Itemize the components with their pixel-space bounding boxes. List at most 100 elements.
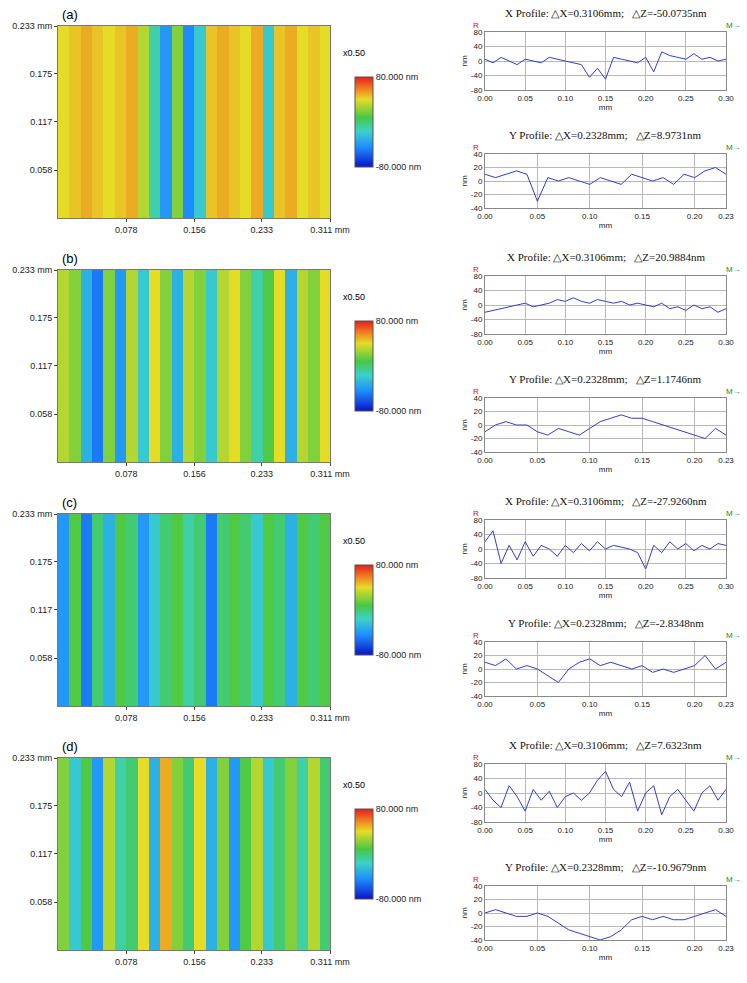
svg-text:0.156: 0.156 [183,225,206,235]
svg-text:Y Profile: △X=0.2328mm; △Z=-: Y Profile: △X=0.2328mm; △Z=-2.8348nm [508,617,704,629]
svg-text:M→: M→ [726,631,741,640]
svg-text:-20: -20 [471,922,483,931]
svg-text:0.20: 0.20 [638,338,654,347]
svg-text:0.233 mm: 0.233 mm [12,265,52,275]
svg-text:-80: -80 [471,86,483,95]
svg-text:M→: M→ [726,875,741,884]
svg-text:0.10: 0.10 [558,826,574,835]
svg-text:0.15: 0.15 [598,826,614,835]
svg-text:0.156: 0.156 [183,957,206,967]
svg-text:20: 20 [473,163,482,172]
svg-text:20: 20 [473,895,482,904]
svg-text:0.20: 0.20 [687,944,703,953]
svg-text:40: 40 [473,42,482,51]
svg-text:0.05: 0.05 [530,700,546,709]
svg-text:0.078: 0.078 [115,713,138,723]
svg-text:mm: mm [599,953,613,962]
svg-text:M→: M→ [726,509,741,518]
svg-text:40: 40 [473,530,482,539]
svg-text:0.15: 0.15 [634,700,650,709]
svg-text:40: 40 [473,150,482,159]
svg-text:0.30: 0.30 [718,94,734,103]
svg-text:0.20: 0.20 [687,456,703,465]
svg-text:M→: M→ [726,143,741,152]
svg-text:mm: mm [599,221,613,230]
svg-text:0.00: 0.00 [477,212,493,221]
svg-text:0.058: 0.058 [30,165,53,175]
svg-text:nm: nm [460,175,469,186]
svg-text:0.233 mm: 0.233 mm [12,509,52,519]
svg-text:0.058: 0.058 [30,897,53,907]
svg-text:(d): (d) [62,739,78,754]
svg-text:x0.50: x0.50 [343,780,365,790]
svg-text:0.00: 0.00 [477,826,493,835]
svg-text:-20: -20 [471,678,483,687]
svg-text:-20: -20 [471,434,483,443]
svg-text:0.20: 0.20 [687,212,703,221]
svg-text:80: 80 [473,760,482,769]
svg-text:80: 80 [473,272,482,281]
svg-text:0.117: 0.117 [30,849,52,859]
svg-text:nm: nm [460,787,469,798]
svg-text:0.10: 0.10 [582,212,598,221]
svg-text:0.30: 0.30 [718,826,734,835]
svg-text:0: 0 [478,665,483,674]
svg-text:0.15: 0.15 [634,944,650,953]
svg-text:X Profile: △X=0.3106mm; △Z=-: X Profile: △X=0.3106mm; △Z=-27.9260nm [505,495,707,507]
svg-text:0.15: 0.15 [598,582,614,591]
svg-text:80.000 nm: 80.000 nm [376,316,419,326]
svg-text:-80.000 nm: -80.000 nm [376,650,422,660]
svg-text:0.25: 0.25 [678,582,694,591]
svg-text:0.15: 0.15 [598,338,614,347]
svg-text:80: 80 [473,28,482,37]
svg-text:0.117: 0.117 [30,361,52,371]
svg-text:0.25: 0.25 [678,94,694,103]
svg-text:M→: M→ [726,387,741,396]
svg-text:0.233 mm: 0.233 mm [12,21,52,31]
svg-text:nm: nm [460,663,469,674]
svg-text:x0.50: x0.50 [343,536,365,546]
svg-text:Y Profile: △X=0.2328mm; △Z=1: Y Profile: △X=0.2328mm; △Z=1.1746nm [509,373,702,385]
svg-text:M→: M→ [726,265,741,274]
svg-text:0.15: 0.15 [634,456,650,465]
svg-text:0.058: 0.058 [30,409,53,419]
svg-text:M→: M→ [726,753,741,762]
svg-text:0: 0 [478,57,483,66]
svg-text:0.311 mm: 0.311 mm [310,713,349,723]
svg-text:X Profile: △X=0.3106mm; △Z=2: X Profile: △X=0.3106mm; △Z=20.9884nm [507,251,705,263]
svg-text:0.15: 0.15 [598,94,614,103]
svg-text:mm: mm [599,835,613,844]
svg-text:0: 0 [478,177,483,186]
svg-text:(a): (a) [62,7,78,22]
svg-text:0.30: 0.30 [718,338,734,347]
svg-text:nm: nm [460,299,469,310]
svg-text:0.078: 0.078 [115,469,138,479]
svg-text:0.078: 0.078 [115,957,138,967]
svg-text:mm: mm [599,465,613,474]
svg-text:0: 0 [478,789,483,798]
svg-text:0.233 mm: 0.233 mm [12,753,52,763]
svg-text:-40: -40 [471,803,483,812]
svg-text:20: 20 [473,651,482,660]
svg-text:0.05: 0.05 [517,826,533,835]
svg-text:0.10: 0.10 [558,94,574,103]
svg-text:mm: mm [599,347,613,356]
svg-text:40: 40 [473,394,482,403]
svg-text:40: 40 [473,882,482,891]
svg-text:0.10: 0.10 [558,582,574,591]
svg-text:0.00: 0.00 [477,582,493,591]
svg-text:-40: -40 [471,71,483,80]
svg-text:M→: M→ [726,21,741,30]
svg-text:0.23: 0.23 [718,944,734,953]
svg-text:40: 40 [473,638,482,647]
svg-text:80.000 nm: 80.000 nm [376,560,419,570]
svg-text:0.20: 0.20 [638,94,654,103]
svg-text:R: R [473,21,479,30]
svg-text:nm: nm [460,907,469,918]
svg-text:X Profile: △X=0.3106mm; △Z=7: X Profile: △X=0.3106mm; △Z=7.6323nm [509,739,702,751]
svg-text:0.20: 0.20 [687,700,703,709]
svg-text:-40: -40 [471,315,483,324]
svg-text:0.20: 0.20 [638,582,654,591]
svg-text:0.00: 0.00 [477,338,493,347]
svg-text:0.05: 0.05 [530,212,546,221]
